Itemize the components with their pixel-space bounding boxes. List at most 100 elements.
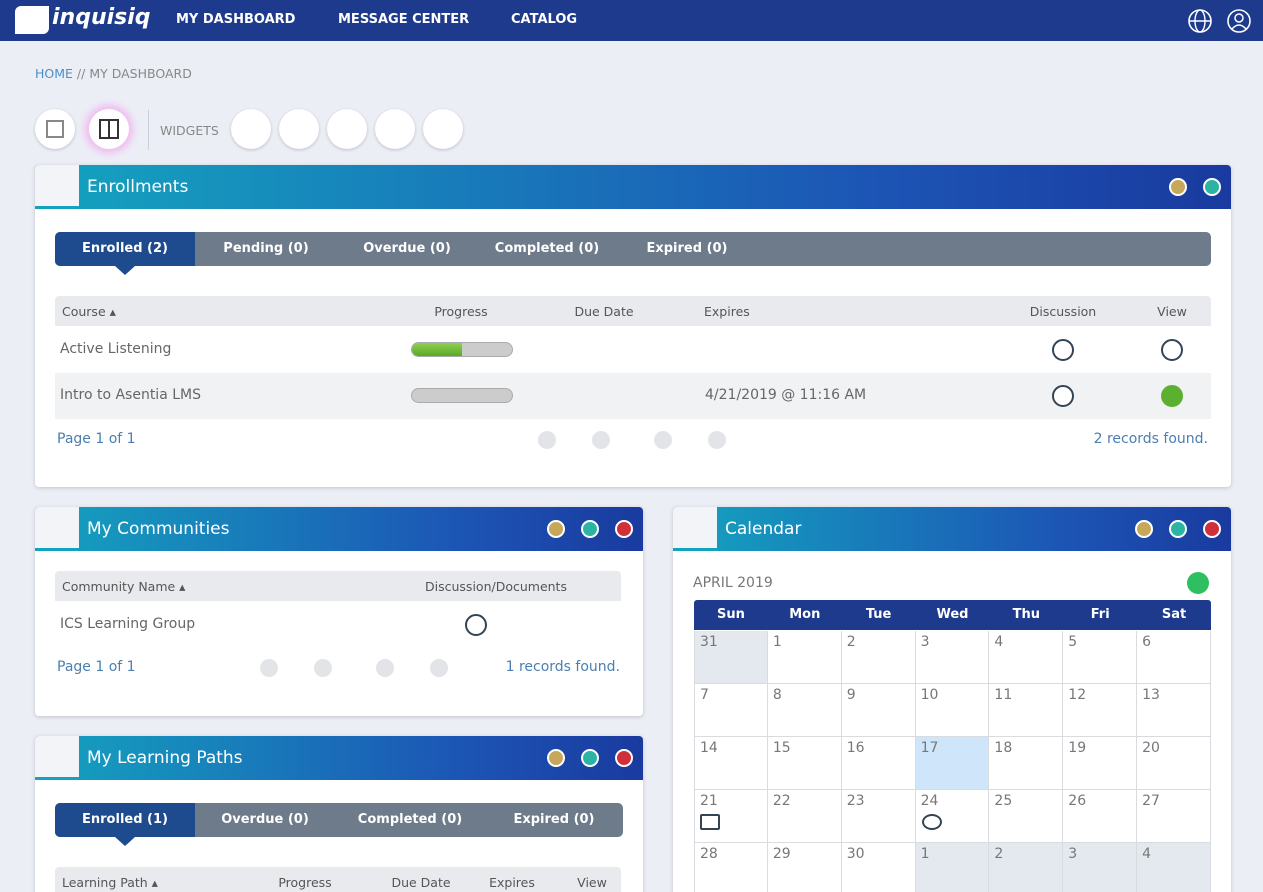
calendar-day[interactable]: 14 (694, 737, 768, 790)
refresh-button[interactable] (581, 520, 599, 538)
column-header[interactable]: View (1157, 304, 1187, 319)
event-icon[interactable] (700, 814, 720, 830)
course-name[interactable]: Active Listening (60, 341, 172, 357)
column-header[interactable]: Due Date (391, 875, 451, 890)
row-icon[interactable] (1052, 385, 1074, 407)
refresh-button[interactable] (581, 749, 599, 767)
minimize-button[interactable] (547, 749, 565, 767)
calendar-day[interactable]: 15 (767, 737, 842, 790)
globe-icon[interactable] (1187, 8, 1213, 34)
brand[interactable]: inquisiq (52, 5, 151, 30)
calendar-day[interactable]: 23 (841, 790, 916, 843)
tab[interactable]: Enrolled (1) (55, 803, 195, 837)
calendar-day[interactable]: 31 (694, 631, 768, 684)
calendar-day[interactable]: 30 (841, 843, 916, 892)
calendar-day[interactable]: 21 (694, 790, 768, 843)
minimize-button[interactable] (1135, 520, 1153, 538)
nav-link[interactable]: CATALOG (511, 12, 578, 27)
pager-button[interactable] (376, 659, 394, 677)
calendar-day[interactable]: 7 (694, 684, 768, 737)
widget-button[interactable] (279, 109, 319, 149)
column-header[interactable]: Expires (489, 875, 535, 890)
pager-button[interactable] (260, 659, 278, 677)
calendar-day[interactable]: 18 (989, 737, 1064, 790)
nav-link[interactable]: MESSAGE CENTER (338, 12, 470, 27)
community-name[interactable]: ICS Learning Group (60, 616, 196, 632)
calendar-day[interactable]: 28 (694, 843, 768, 892)
calendar-day[interactable]: 25 (989, 790, 1064, 843)
calendar-day[interactable]: 3 (1063, 843, 1138, 892)
event-icon[interactable] (921, 814, 942, 830)
column-header[interactable]: Community Name ▴ (62, 579, 186, 594)
calendar-day[interactable]: 10 (915, 684, 990, 737)
row-icon[interactable] (1161, 385, 1183, 407)
pager-button[interactable] (654, 431, 672, 449)
row-icon[interactable] (1161, 339, 1183, 361)
close-button[interactable] (615, 749, 633, 767)
row-icon[interactable] (465, 614, 487, 636)
export-button[interactable] (1187, 572, 1209, 594)
tab[interactable]: Expired (0) (513, 812, 595, 827)
calendar-day[interactable]: 8 (767, 684, 842, 737)
tab[interactable]: Pending (0) (223, 241, 309, 256)
column-header[interactable]: Learning Path ▴ (62, 875, 158, 890)
calendar-day[interactable]: 6 (1137, 631, 1211, 684)
pager-button[interactable] (430, 659, 448, 677)
calendar-day[interactable]: 26 (1063, 790, 1138, 843)
minimize-button[interactable] (547, 520, 565, 538)
pager-button[interactable] (314, 659, 332, 677)
nav-link[interactable]: MY DASHBOARD (176, 12, 296, 27)
tab[interactable]: Enrolled (2) (55, 232, 195, 266)
close-button[interactable] (615, 520, 633, 538)
refresh-button[interactable] (1169, 520, 1187, 538)
calendar-day[interactable]: 2 (989, 843, 1064, 892)
column-header[interactable]: Expires (704, 304, 750, 319)
calendar-day[interactable]: 9 (841, 684, 916, 737)
calendar-day[interactable]: 19 (1063, 737, 1138, 790)
calendar-day[interactable]: 16 (841, 737, 916, 790)
minimize-button[interactable] (1169, 178, 1187, 196)
pager-button[interactable] (708, 431, 726, 449)
pager-button[interactable] (538, 431, 556, 449)
calendar-day[interactable]: 3 (915, 631, 990, 684)
calendar-day[interactable]: 5 (1063, 631, 1138, 684)
row-icon[interactable] (1052, 339, 1074, 361)
calendar-day[interactable]: 17 (915, 737, 990, 790)
calendar-day[interactable]: 11 (989, 684, 1064, 737)
widget-button[interactable] (231, 109, 271, 149)
column-header[interactable]: Due Date (574, 304, 634, 319)
user-icon[interactable] (1226, 8, 1252, 34)
calendar-day[interactable]: 29 (767, 843, 842, 892)
widget-button[interactable] (375, 109, 415, 149)
tab[interactable]: Completed (0) (357, 812, 463, 827)
widget-button[interactable] (423, 109, 463, 149)
tab[interactable]: Expired (0) (646, 241, 728, 256)
column-header[interactable]: Discussion (1029, 304, 1097, 319)
column-header[interactable]: Discussion/Documents (425, 579, 567, 594)
tab[interactable]: Completed (0) (494, 241, 600, 256)
calendar-day[interactable]: 12 (1063, 684, 1138, 737)
calendar-day[interactable]: 13 (1137, 684, 1211, 737)
calendar-day[interactable]: 22 (767, 790, 842, 843)
calendar-day[interactable]: 4 (1137, 843, 1211, 892)
calendar-day[interactable]: 1 (915, 843, 990, 892)
column-header[interactable]: View (577, 875, 607, 890)
breadcrumb-home[interactable]: HOME (35, 66, 73, 81)
tab[interactable]: Overdue (0) (221, 812, 309, 827)
refresh-button[interactable] (1203, 178, 1221, 196)
calendar-day[interactable]: 20 (1137, 737, 1211, 790)
calendar-day[interactable]: 2 (841, 631, 916, 684)
layout-double[interactable] (89, 109, 129, 149)
calendar-day[interactable]: 27 (1137, 790, 1211, 843)
column-header[interactable]: Progress (434, 304, 488, 319)
tab[interactable]: Overdue (0) (363, 241, 451, 256)
course-name[interactable]: Intro to Asentia LMS (60, 387, 201, 403)
close-button[interactable] (1203, 520, 1221, 538)
column-header[interactable]: Progress (278, 875, 332, 890)
column-header[interactable]: Course ▴ (62, 304, 116, 319)
layout-single[interactable] (35, 109, 75, 149)
pager-button[interactable] (592, 431, 610, 449)
calendar-day[interactable]: 4 (989, 631, 1064, 684)
calendar-day[interactable]: 1 (767, 631, 842, 684)
widget-button[interactable] (327, 109, 367, 149)
